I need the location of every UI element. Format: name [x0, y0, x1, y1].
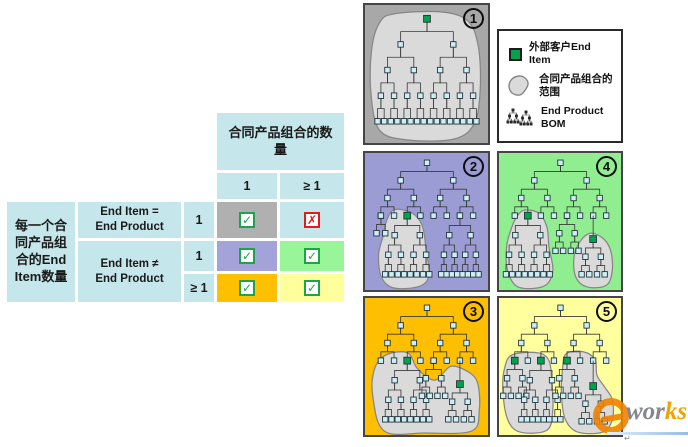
bom-icon — [506, 108, 533, 126]
panel-4: 4 — [497, 151, 623, 292]
panel-number-badge: 4 — [596, 156, 617, 177]
count-cell-2: 1 — [184, 241, 214, 271]
count-cell-1: 1 — [184, 202, 214, 238]
panel-number-badge: 1 — [463, 8, 484, 29]
legend-item-label: 外部客户End Item — [529, 41, 591, 67]
legend-item-label: 合同产品组合的范围 — [539, 72, 613, 98]
matrix-cell-3-1: ✓ — [217, 274, 277, 302]
panel-number-badge: 5 — [596, 301, 617, 322]
eworks-watermark: works ↵ — [593, 395, 688, 445]
matrix-cell-3-2: ✓ — [280, 274, 344, 302]
end-item-icon — [509, 47, 522, 61]
check-icon: ✓ — [304, 280, 320, 296]
legend-item-bom: End Product BOM — [506, 105, 614, 131]
count-cell-3: ≥ 1 — [184, 274, 214, 302]
panel-number-badge: 2 — [463, 156, 484, 177]
matrix-cell-1-1: ✓ — [217, 202, 277, 238]
matrix-cell-2-1: ✓ — [217, 241, 277, 271]
legend-item-label: End Product BOM — [541, 104, 604, 130]
portfolio-scope-icon — [508, 75, 529, 96]
eworks-logo-icon — [593, 398, 629, 434]
col-subheader-2: ≥ 1 — [280, 173, 344, 199]
check-icon: ✓ — [239, 280, 255, 296]
panel-number-badge: 3 — [463, 301, 484, 322]
condition-cell-notequal: End Item ≠ End Product — [78, 241, 181, 302]
decision-matrix-table: 合同产品组合的数 量 1 ≥ 1 每一个合 同产品组 合的End Item数量 … — [7, 113, 344, 302]
panel-1: 1 — [363, 3, 490, 145]
row-group-header: 每一个合 同产品组 合的End Item数量 — [7, 202, 75, 302]
legend-item-end-item: 外部客户End Item — [506, 41, 614, 67]
legend-item-scope: 合同产品组合的范围 — [506, 73, 614, 99]
panel-3: 3 — [363, 296, 490, 437]
watermark-underline — [607, 432, 688, 435]
matrix-cell-1-2: ✗ — [280, 202, 344, 238]
matrix-cell-2-2: ✓ — [280, 241, 344, 271]
check-icon: ✓ — [239, 248, 255, 264]
col-group-header: 合同产品组合的数 量 — [217, 113, 344, 170]
condition-cell-equal: End Item = End Product — [78, 202, 181, 238]
cross-icon: ✗ — [304, 212, 320, 228]
legend: 外部客户End Item 合同产品组合的范围 End Product BOM — [497, 29, 623, 143]
check-icon: ✓ — [239, 212, 255, 228]
check-icon: ✓ — [304, 248, 320, 264]
col-subheader-1: 1 — [217, 173, 277, 199]
panel-2: 2 — [363, 151, 490, 292]
caret-mark: ↵ — [624, 434, 631, 443]
watermark-text: works — [626, 398, 688, 425]
